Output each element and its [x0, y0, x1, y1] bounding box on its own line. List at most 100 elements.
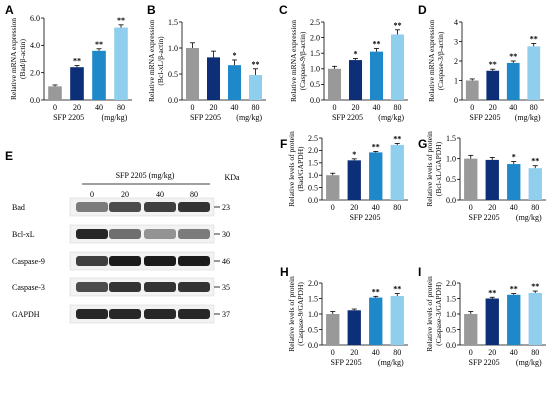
kda-value: 46 [222, 257, 230, 266]
blot-band [178, 202, 210, 212]
significance-mark: ** [372, 142, 380, 151]
y-tick-label: 0.0 [446, 196, 456, 205]
y-axis-label-line: (Bcl-xL/β-actin) [156, 36, 165, 86]
blot-header: SFP 2205 (mg/kg) [116, 171, 175, 180]
bar [248, 75, 263, 100]
y-axis-label: Relative levels of protein(Bad/GAPDH) [287, 131, 305, 207]
y-tick-label: 1.0 [308, 171, 318, 180]
y-tick-label: 0.5 [446, 325, 456, 334]
x-tick-label: 0 [331, 348, 335, 357]
y-axis-label: Relative mRNA expression(Caspase-9/β-act… [289, 20, 307, 102]
bar [227, 65, 242, 100]
x-tick-label: 20 [350, 348, 358, 357]
y-tick-label: 2.0 [30, 68, 40, 77]
y-tick-label: 1.5 [308, 159, 318, 168]
y-axis-label-line: Relative levels of protein [287, 131, 296, 207]
y-axis-label-line: Relative mRNA expression [147, 20, 156, 102]
blot-band [144, 282, 176, 292]
blot-band [76, 309, 108, 319]
y-axis-label: Relative mRNA expression(Bad/β-actin) [9, 18, 27, 100]
y-tick-label: 2.0 [446, 279, 456, 288]
bar [114, 27, 128, 100]
bar [348, 60, 363, 100]
panel-letter: C [279, 3, 288, 17]
lane-label: 20 [121, 190, 129, 199]
x-tick-label: 0 [53, 103, 57, 112]
significance-mark: * [512, 153, 516, 162]
y-tick-label: 1.5 [308, 294, 318, 303]
bar [48, 86, 62, 100]
bar [369, 51, 384, 100]
kda-value: 30 [222, 230, 230, 239]
y-tick-label: 0.5 [310, 80, 320, 89]
x-axis-unit: (mg/kg) [236, 113, 262, 122]
blot-band [144, 229, 176, 239]
panel-letter: A [5, 3, 14, 17]
panel-letter: B [147, 3, 156, 17]
significance-mark: ** [372, 287, 380, 296]
panel-letter: D [418, 3, 427, 17]
x-tick-label: 80 [394, 103, 402, 112]
y-tick-label: 0 [454, 96, 458, 105]
bar [507, 164, 521, 200]
blot-band [109, 229, 141, 239]
x-tick-label: 20 [73, 103, 81, 112]
bar [347, 160, 361, 200]
bar [390, 144, 404, 200]
x-tick-label: 0 [470, 103, 474, 112]
x-axis-label: SFP 2205 [469, 213, 500, 222]
bar [507, 294, 521, 345]
protein-label: Caspase-3 [12, 283, 45, 292]
significance-mark: ** [393, 134, 401, 143]
x-axis-unit: (mg/kg) [102, 113, 128, 122]
y-axis-label-line: (Caspase-9/β-actin) [298, 31, 307, 90]
significance-mark: ** [489, 60, 497, 69]
x-tick-label: 80 [117, 103, 125, 112]
significance-mark: ** [394, 21, 402, 30]
x-tick-label: 80 [393, 203, 401, 212]
significance-mark: ** [373, 40, 381, 49]
y-tick-label: 1.0 [310, 65, 320, 74]
y-tick-label: 0.5 [168, 70, 178, 79]
bar [464, 158, 478, 200]
blot-band [144, 256, 176, 266]
y-tick-label: 0.5 [308, 183, 318, 192]
blot-band [109, 282, 141, 292]
bar [528, 292, 542, 345]
x-tick-label: 20 [488, 203, 496, 212]
significance-mark: ** [95, 40, 103, 49]
bar [185, 48, 200, 100]
y-axis-label-line: Relative levels of protein [425, 276, 434, 352]
y-tick-label: 2.0 [310, 33, 320, 42]
x-axis-unit: (mg/kg) [378, 358, 404, 367]
bar [369, 152, 383, 200]
bar [206, 57, 221, 100]
significance-mark: * [354, 50, 358, 59]
x-tick-label: 0 [469, 203, 473, 212]
kda-value: 37 [222, 310, 230, 319]
bar [347, 310, 361, 345]
y-axis-label: Relative mRNA expression(Bcl-xL/β-actin) [147, 20, 165, 102]
bar [528, 168, 542, 200]
significance-mark: * [233, 51, 237, 60]
kda-value: 23 [222, 203, 230, 212]
y-tick-label: 1.5 [446, 134, 456, 143]
protein-label: Bcl-xL [12, 230, 35, 239]
y-tick-label: 1.0 [308, 310, 318, 319]
panel-letter: G [418, 137, 427, 151]
significance-mark: ** [117, 16, 125, 25]
y-tick-label: 2.0 [308, 279, 318, 288]
y-axis-label-line: Relative mRNA expression [9, 18, 18, 100]
lane-label: 40 [156, 190, 164, 199]
y-axis-label: Relative levels of protein(Caspase-3/GAP… [425, 276, 443, 352]
x-tick-label: 0 [333, 103, 337, 112]
blot-band [144, 202, 176, 212]
protein-label: Caspase-9 [12, 257, 45, 266]
y-axis-label-line: Relative mRNA expression [289, 20, 298, 102]
x-tick-label: 40 [372, 203, 380, 212]
x-axis-label: SFP 2205 [332, 113, 363, 122]
